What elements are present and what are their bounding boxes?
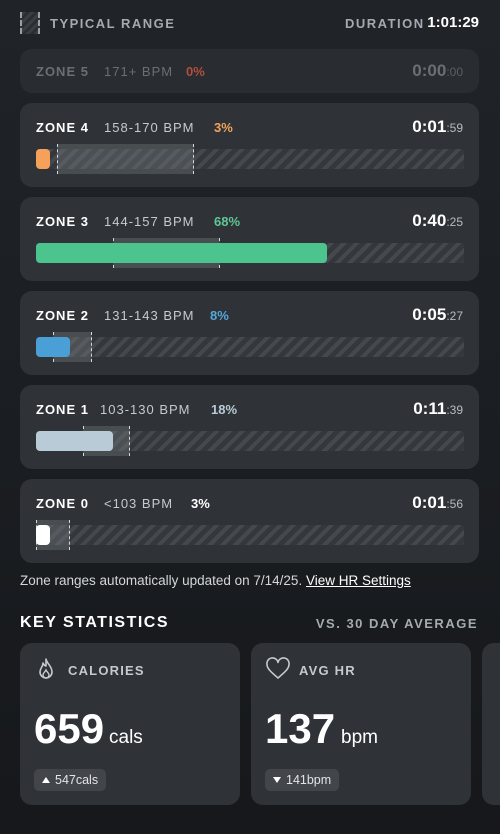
zone-name: ZONE 2	[36, 308, 89, 323]
zone-time: 0:01:59	[412, 117, 463, 137]
zone-bpm-range: 103-130 BPM	[100, 402, 191, 417]
avg-hr-card[interactable]: AVG HR 137 bpm 141bpm	[251, 643, 471, 805]
calories-comparison-badge: 547cals	[34, 769, 107, 791]
zone-bpm-range: 158-170 BPM	[104, 120, 195, 135]
duration-label: DURATION	[345, 16, 425, 31]
zone-time-seconds: :59	[446, 121, 463, 135]
zone-time-main: 0:05	[412, 305, 447, 324]
zone-time-seconds: :00	[446, 65, 463, 79]
zone-card-5[interactable]: ZONE 5 171+ BPM 0% 0:00:00	[20, 49, 479, 93]
duration-value: 1:01:29	[427, 14, 479, 31]
avg-hr-unit: bpm	[341, 727, 378, 748]
zone-card-3[interactable]: ZONE 3 144-157 BPM 68% 0:40:25	[20, 197, 479, 281]
zone-time-seconds: :39	[446, 403, 463, 417]
zone-name: ZONE 0	[36, 496, 89, 511]
zone-time-main: 0:01	[412, 493, 447, 512]
zone-bpm-range: 131-143 BPM	[104, 308, 195, 323]
zone-progress-track	[36, 144, 464, 174]
zone-time-main: 0:11	[413, 399, 447, 418]
next-stat-card-peek[interactable]	[482, 643, 500, 805]
zone-card-1[interactable]: ZONE 1 103-130 BPM 18% 0:11:39	[20, 385, 479, 469]
key-statistics-title: KEY STATISTICS	[20, 614, 170, 631]
zone-card-0[interactable]: ZONE 0 <103 BPM 3% 0:01:56	[20, 479, 479, 563]
zone-typical-range	[57, 144, 194, 174]
zone-time-main: 0:40	[412, 211, 447, 230]
zone-bpm-range: 144-157 BPM	[104, 214, 195, 229]
calories-label: CALORIES	[68, 663, 145, 678]
zone-bpm-range: 171+ BPM	[104, 64, 174, 79]
zone-progress-fill	[36, 337, 70, 357]
flame-icon	[34, 657, 58, 683]
zone-progress-track	[36, 520, 464, 550]
zone-name: ZONE 3	[36, 214, 89, 229]
zone-name: ZONE 5	[36, 64, 89, 79]
zone-percent: 0%	[186, 64, 205, 79]
zone-update-text: Zone ranges automatically updated on 7/1…	[20, 573, 303, 588]
zone-percent: 18%	[211, 402, 238, 417]
zone-percent: 68%	[214, 214, 241, 229]
header-bar: TYPICAL RANGE DURATION 1:01:29	[0, 0, 500, 44]
arrow-up-icon	[42, 777, 50, 783]
zone-percent: 3%	[191, 496, 210, 511]
zone-time-seconds: :56	[446, 497, 463, 511]
avg-hr-average: 141bpm	[286, 773, 332, 787]
heart-icon	[265, 657, 290, 683]
zone-time: 0:00:00	[412, 61, 463, 81]
avg-hr-label: AVG HR	[299, 663, 356, 678]
typical-range-legend-icon	[20, 12, 40, 34]
zone-percent: 8%	[210, 308, 229, 323]
zone-update-note: Zone ranges automatically updated on 7/1…	[20, 573, 411, 588]
zone-time: 0:05:27	[412, 305, 463, 325]
arrow-down-icon	[273, 777, 281, 783]
zone-time: 0:11:39	[413, 399, 463, 419]
calories-unit: cals	[109, 727, 143, 748]
zone-time-main: 0:00	[412, 61, 447, 80]
zone-time-main: 0:01	[412, 117, 447, 136]
zone-bpm-range: <103 BPM	[104, 496, 174, 511]
zone-card-4[interactable]: ZONE 4 158-170 BPM 3% 0:01:59	[20, 103, 479, 187]
zone-progress-track	[36, 426, 464, 456]
zone-time: 0:01:56	[412, 493, 463, 513]
typical-range-label: TYPICAL RANGE	[50, 16, 176, 31]
view-hr-settings-link[interactable]: View HR Settings	[305, 573, 411, 588]
zone-progress-fill	[36, 431, 113, 451]
calories-value: 659	[34, 705, 105, 752]
calories-average: 547cals	[55, 773, 99, 787]
calories-card[interactable]: CALORIES 659 cals 547cals	[20, 643, 240, 805]
comparison-label: VS. 30 DAY AVERAGE	[315, 616, 478, 631]
avg-hr-value: 137	[265, 705, 336, 752]
zone-progress-fill	[36, 525, 50, 545]
zone-progress-track	[36, 238, 464, 268]
zone-progress-fill	[36, 243, 327, 263]
avg-hr-comparison-badge: 141bpm	[265, 769, 340, 791]
zone-progress-fill	[36, 149, 50, 169]
zone-progress-track	[36, 332, 464, 362]
zone-time-seconds: :27	[446, 309, 463, 323]
zone-name: ZONE 4	[36, 120, 89, 135]
zone-card-2[interactable]: ZONE 2 131-143 BPM 8% 0:05:27	[20, 291, 479, 375]
zone-percent: 3%	[214, 120, 233, 135]
zone-name: ZONE 1	[36, 402, 89, 417]
zone-time: 0:40:25	[412, 211, 463, 231]
zone-time-seconds: :25	[446, 215, 463, 229]
